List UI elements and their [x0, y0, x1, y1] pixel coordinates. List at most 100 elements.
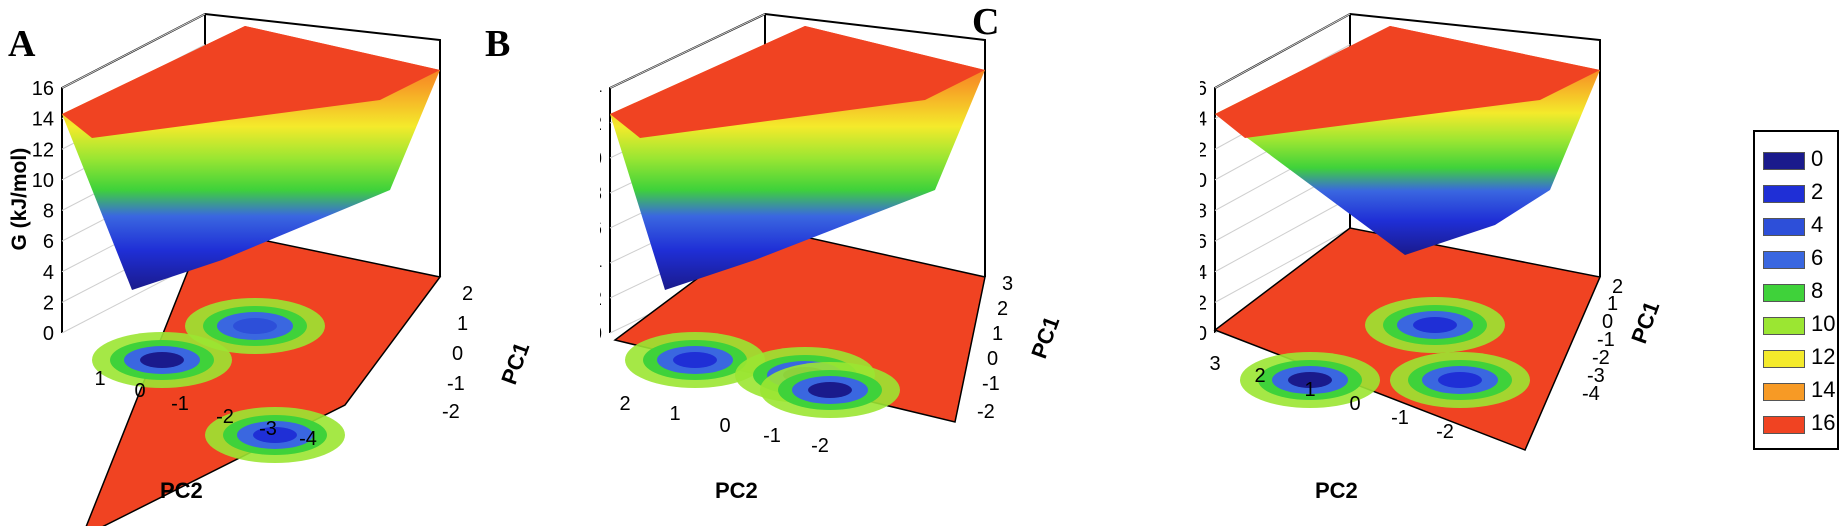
surface-plateau [610, 26, 985, 138]
legend-swatch [1763, 185, 1805, 203]
floor-minimum [1390, 352, 1530, 408]
z-tick-label: 10 [1200, 170, 1207, 192]
legend-swatch [1763, 383, 1805, 401]
z-tick-label: 8 [600, 183, 602, 205]
surface-plateau [1215, 26, 1600, 138]
legend-label: 16 [1811, 410, 1836, 435]
x-tick-label: -1 [171, 393, 189, 415]
z-tick-label: 2 [43, 292, 54, 314]
x-tick-label: 3 [1209, 353, 1220, 375]
legend-swatch [1763, 317, 1805, 335]
y-tick-label: -2 [1592, 347, 1610, 369]
y-tick-label: -1 [982, 373, 1000, 395]
x-tick-label: 1 [669, 403, 680, 425]
x-tick-label: 0 [719, 415, 730, 437]
y-tick-label: -2 [977, 401, 995, 423]
y-tick-label: -3 [1587, 365, 1605, 387]
x-tick-label: 2 [619, 393, 630, 415]
z-tick-label: 4 [43, 262, 54, 284]
z-tick-label: 2 [600, 288, 602, 310]
z-tick-label: 12 [32, 139, 54, 161]
x-tick-label: 0 [1349, 393, 1360, 415]
panel-letter-b: B [485, 23, 511, 65]
z-tick-label: 16 [1200, 78, 1207, 100]
legend-label: 0 [1811, 146, 1824, 171]
z-tick-label: 6 [600, 218, 602, 240]
x-tick-label: -3 [259, 418, 277, 440]
grid-line [1214, 13, 1351, 89]
y-tick-label: 1 [457, 313, 468, 335]
y-tick-label: 3 [1002, 273, 1013, 295]
surface-plot-b: 02468101214G (kJ/mol)210-1-23210-1-2PC2P… [600, 12, 1064, 503]
plot-group: 02468101214G (kJ/mol)210-1-23210-1-2PC2P… [600, 12, 1064, 503]
z-tick-label: 14 [1200, 109, 1207, 131]
x-tick-label: -4 [299, 428, 317, 450]
y-tick-label: -4 [1582, 383, 1600, 405]
z-tick-label: 4 [1200, 262, 1207, 284]
x-tick-label: -2 [1436, 421, 1454, 443]
legend-label: 2 [1811, 179, 1824, 204]
z-tick-label: 2 [1200, 292, 1207, 314]
z-tick-label: 8 [43, 201, 54, 223]
z-tick-label: 10 [32, 170, 54, 192]
y-tick-label: 0 [987, 348, 998, 370]
panel-b: B 02468101214G (kJ/mol)210-1-23210-1-2PC… [485, 0, 1200, 526]
x-tick-label: -2 [216, 406, 234, 428]
z-tick-label: 6 [1200, 231, 1207, 253]
z-tick-label: 10 [600, 148, 602, 170]
z-tick-label: 12 [1200, 139, 1207, 161]
panel-letter-c: C [972, 1, 1000, 43]
x-tick-label: -1 [1391, 407, 1409, 429]
legend-swatch [1763, 284, 1805, 302]
z-tick-label: 12 [600, 113, 602, 135]
y-tick-label: 2 [462, 283, 473, 305]
x-tick-label: -1 [763, 425, 781, 447]
grid-line [61, 13, 206, 89]
x-axis-label: PC2 [160, 478, 203, 503]
z-tick-label: 0 [1200, 323, 1207, 345]
x-tick-label: 2 [1254, 365, 1265, 387]
y-tick-label: -1 [1597, 329, 1615, 351]
floor-minimum [1240, 352, 1380, 408]
floor-minimum [92, 332, 232, 388]
floor-minimum [205, 407, 345, 463]
legend-swatch [1763, 218, 1805, 236]
floor-minimum [185, 298, 325, 354]
x-axis-label: PC2 [715, 478, 758, 503]
z-tick-label: 0 [600, 323, 602, 345]
legend-label: 14 [1811, 377, 1836, 402]
y-tick-label: 0 [1602, 311, 1613, 333]
legend-swatch [1763, 350, 1805, 368]
z-tick-label: 14 [32, 109, 54, 131]
color-legend: 0 2 4 6 8 10 12 14 16 [1753, 130, 1839, 450]
floor-minimum [625, 332, 765, 388]
legend-label: 8 [1811, 278, 1824, 303]
x-axis-label: PC2 [1315, 478, 1358, 503]
grid-line [1214, 197, 1351, 273]
x-tick-label: 1 [1304, 379, 1315, 401]
legend-label: 4 [1811, 212, 1824, 237]
legend-swatch [1763, 416, 1805, 434]
z-tick-label: 6 [43, 231, 54, 253]
y-axis-label: PC1 [1626, 298, 1664, 347]
floor-minimum [1365, 297, 1505, 353]
x-tick-label: -2 [811, 435, 829, 457]
panel-a: A 0 2 4 6 8 10 12 14 16 G (kJ/mol) 1 0 -1 -2 -3 -4 2 1 0 -1… [0, 0, 600, 526]
z-tick-label: 8 [1200, 201, 1207, 223]
legend-label: 12 [1811, 344, 1836, 369]
grid-line [1214, 227, 1351, 303]
legend-swatch [1763, 251, 1805, 269]
y-tick-label: 1 [992, 323, 1003, 345]
legend-label: 6 [1811, 245, 1824, 270]
y-tick-label: 0 [452, 343, 463, 365]
legend-label: 10 [1811, 311, 1836, 336]
z-axis-label: G (kJ/mol) [8, 148, 31, 251]
panel-letter-a: A [8, 23, 36, 65]
floor-minimum [760, 362, 900, 418]
y-axis-label: PC1 [1026, 313, 1064, 362]
